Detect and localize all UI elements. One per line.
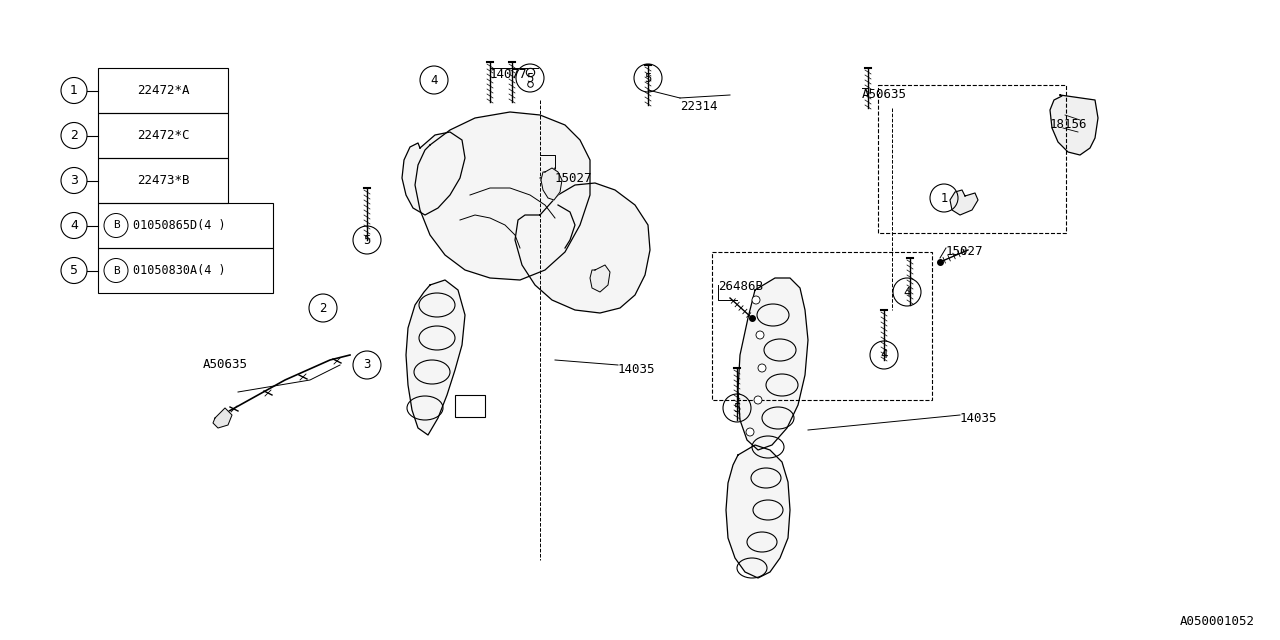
Text: 3: 3 — [364, 358, 371, 371]
Text: 4: 4 — [904, 285, 911, 298]
Text: 5: 5 — [644, 72, 652, 84]
Text: 22314: 22314 — [680, 100, 718, 113]
Polygon shape — [590, 265, 611, 292]
Bar — [454, 395, 485, 417]
Text: 2: 2 — [70, 129, 78, 142]
Bar — [878, 85, 1066, 233]
Circle shape — [758, 364, 765, 372]
Text: 22473*B: 22473*B — [137, 174, 189, 187]
Text: 4: 4 — [881, 349, 888, 362]
Text: 01050865D(4 ): 01050865D(4 ) — [133, 219, 225, 232]
Text: 1: 1 — [941, 191, 947, 205]
Circle shape — [754, 396, 762, 404]
Bar — [99, 203, 273, 248]
Polygon shape — [726, 445, 790, 578]
Text: 1: 1 — [70, 84, 78, 97]
Text: 01050830A(4 ): 01050830A(4 ) — [133, 264, 225, 277]
Bar — [99, 248, 273, 293]
Text: 5: 5 — [526, 72, 534, 84]
Text: 22472*A: 22472*A — [137, 84, 189, 97]
Text: A50635: A50635 — [861, 88, 908, 101]
Polygon shape — [950, 190, 978, 215]
Text: 5: 5 — [733, 401, 741, 415]
Polygon shape — [406, 280, 465, 435]
Polygon shape — [212, 408, 232, 428]
Polygon shape — [1050, 95, 1098, 155]
Text: 4: 4 — [430, 74, 438, 86]
Polygon shape — [515, 183, 650, 313]
Bar — [99, 113, 228, 158]
Text: 2: 2 — [319, 301, 326, 314]
Circle shape — [746, 428, 754, 436]
Text: 14035: 14035 — [960, 412, 997, 425]
Text: B: B — [113, 266, 119, 275]
Text: A050001052: A050001052 — [1180, 615, 1254, 628]
Polygon shape — [739, 278, 808, 450]
Polygon shape — [541, 168, 562, 200]
Text: 5: 5 — [70, 264, 78, 277]
Text: 3: 3 — [70, 174, 78, 187]
Text: 5: 5 — [364, 234, 371, 246]
Text: B: B — [113, 221, 119, 230]
Bar — [99, 158, 228, 203]
Circle shape — [756, 331, 764, 339]
Circle shape — [753, 296, 760, 304]
Polygon shape — [402, 132, 465, 215]
Bar — [712, 252, 932, 400]
Text: 4: 4 — [70, 219, 78, 232]
Bar — [99, 68, 228, 113]
Text: 26486B: 26486B — [718, 280, 763, 293]
Text: 14035: 14035 — [618, 363, 655, 376]
Text: 15027: 15027 — [946, 245, 983, 258]
Text: 18156: 18156 — [1050, 118, 1088, 131]
Text: 22472*C: 22472*C — [137, 129, 189, 142]
Text: A50635: A50635 — [204, 358, 248, 371]
Polygon shape — [415, 112, 590, 280]
Text: 15027: 15027 — [556, 172, 593, 185]
Text: 14077: 14077 — [490, 68, 527, 81]
